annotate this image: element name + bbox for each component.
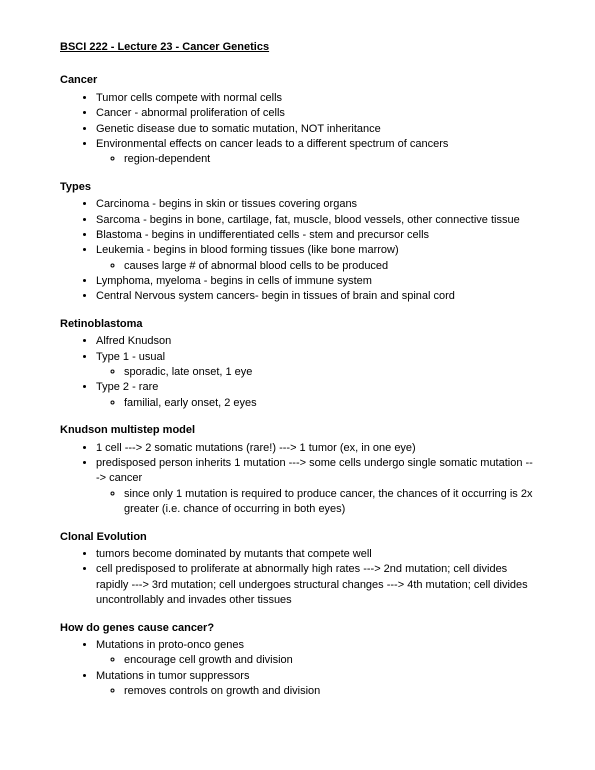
section-howgenes: How do genes cause cancer? Mutations in … xyxy=(60,621,535,700)
heading-howgenes: How do genes cause cancer? xyxy=(60,621,535,636)
list-item: tumors become dominated by mutants that … xyxy=(96,547,535,562)
sublist: region-dependent xyxy=(96,152,535,167)
list-cancer: Tumor cells compete with normal cells Ca… xyxy=(60,91,535,168)
list-item: Cancer - abnormal proliferation of cells xyxy=(96,106,535,121)
list-item: Mutations in proto-onco genes encourage … xyxy=(96,638,535,669)
list-item-text: Leukemia - begins in blood forming tissu… xyxy=(96,244,399,256)
list-item: Leukemia - begins in blood forming tissu… xyxy=(96,243,535,274)
list-item-text: Mutations in tumor suppressors xyxy=(96,670,249,682)
list-item: Tumor cells compete with normal cells xyxy=(96,91,535,106)
list-item: Lymphoma, myeloma - begins in cells of i… xyxy=(96,274,535,289)
list-item: removes controls on growth and division xyxy=(124,684,535,699)
list-item: Alfred Knudson xyxy=(96,334,535,349)
list-item: predisposed person inherits 1 mutation -… xyxy=(96,456,535,518)
list-item: Sarcoma - begins in bone, cartilage, fat… xyxy=(96,213,535,228)
list-item: Carcinoma - begins in skin or tissues co… xyxy=(96,197,535,212)
heading-retinoblastoma: Retinoblastoma xyxy=(60,317,535,332)
list-item: cell predisposed to proliferate at abnor… xyxy=(96,562,535,608)
list-retinoblastoma: Alfred Knudson Type 1 - usual sporadic, … xyxy=(60,334,535,411)
heading-clonal: Clonal Evolution xyxy=(60,530,535,545)
list-item-text: Type 1 - usual xyxy=(96,351,165,363)
list-item: familial, early onset, 2 eyes xyxy=(124,396,535,411)
sublist: causes large # of abnormal blood cells t… xyxy=(96,259,535,274)
list-item: Environmental effects on cancer leads to… xyxy=(96,137,535,168)
section-cancer: Cancer Tumor cells compete with normal c… xyxy=(60,73,535,167)
list-item-text: Type 2 - rare xyxy=(96,381,158,393)
list-types: Carcinoma - begins in skin or tissues co… xyxy=(60,197,535,305)
document-title: BSCI 222 - Lecture 23 - Cancer Genetics xyxy=(60,40,535,55)
heading-types: Types xyxy=(60,180,535,195)
list-item: Mutations in tumor suppressors removes c… xyxy=(96,669,535,700)
section-knudson: Knudson multistep model 1 cell ---> 2 so… xyxy=(60,423,535,517)
section-clonal: Clonal Evolution tumors become dominated… xyxy=(60,530,535,609)
list-item: region-dependent xyxy=(124,152,535,167)
list-item-text: predisposed person inherits 1 mutation -… xyxy=(96,457,533,484)
list-item: encourage cell growth and division xyxy=(124,653,535,668)
list-howgenes: Mutations in proto-onco genes encourage … xyxy=(60,638,535,700)
list-knudson: 1 cell ---> 2 somatic mutations (rare!) … xyxy=(60,441,535,518)
section-retinoblastoma: Retinoblastoma Alfred Knudson Type 1 - u… xyxy=(60,317,535,411)
list-item: 1 cell ---> 2 somatic mutations (rare!) … xyxy=(96,441,535,456)
heading-knudson: Knudson multistep model xyxy=(60,423,535,438)
list-item: sporadic, late onset, 1 eye xyxy=(124,365,535,380)
list-item: causes large # of abnormal blood cells t… xyxy=(124,259,535,274)
sublist: encourage cell growth and division xyxy=(96,653,535,668)
sublist: since only 1 mutation is required to pro… xyxy=(96,487,535,518)
list-item: Type 1 - usual sporadic, late onset, 1 e… xyxy=(96,350,535,381)
list-item: Genetic disease due to somatic mutation,… xyxy=(96,122,535,137)
list-item: since only 1 mutation is required to pro… xyxy=(124,487,535,518)
list-item-text: Mutations in proto-onco genes xyxy=(96,639,244,651)
list-item: Blastoma - begins in undifferentiated ce… xyxy=(96,228,535,243)
list-clonal: tumors become dominated by mutants that … xyxy=(60,547,535,609)
list-item-text: Environmental effects on cancer leads to… xyxy=(96,138,448,150)
list-item: Central Nervous system cancers- begin in… xyxy=(96,289,535,304)
sublist: removes controls on growth and division xyxy=(96,684,535,699)
sublist: sporadic, late onset, 1 eye xyxy=(96,365,535,380)
sublist: familial, early onset, 2 eyes xyxy=(96,396,535,411)
section-types: Types Carcinoma - begins in skin or tiss… xyxy=(60,180,535,305)
list-item: Type 2 - rare familial, early onset, 2 e… xyxy=(96,380,535,411)
heading-cancer: Cancer xyxy=(60,73,535,88)
